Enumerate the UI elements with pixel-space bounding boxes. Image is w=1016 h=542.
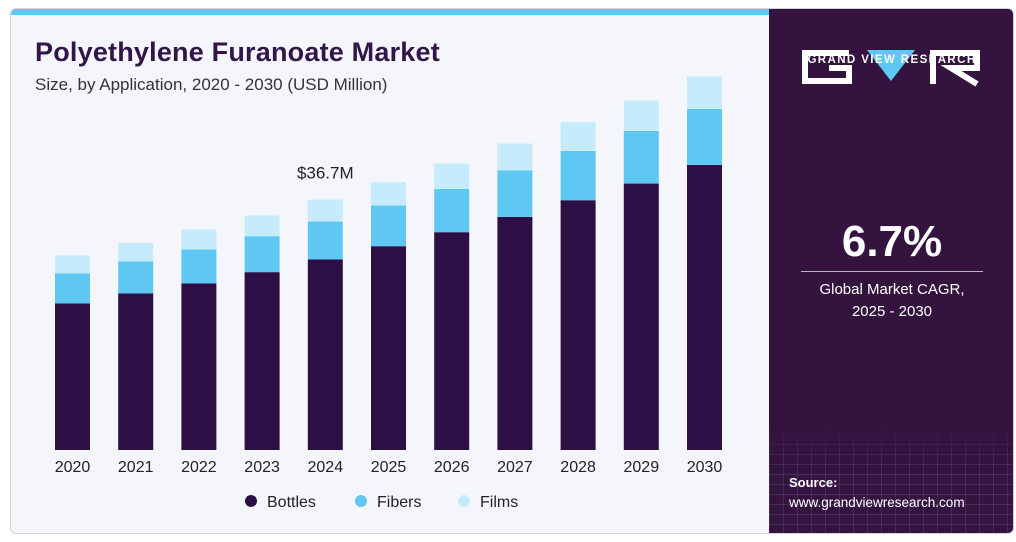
chart-panel: Polyethylene Furanoate Market Size, by A… bbox=[11, 9, 769, 533]
bar-bottles-2020 bbox=[55, 303, 90, 450]
bar-films-2029 bbox=[623, 100, 659, 131]
bar-films-2030 bbox=[687, 76, 722, 109]
legend-swatch bbox=[245, 495, 257, 507]
source-title: Source: bbox=[789, 475, 838, 490]
legend-item-fibers: Fibers bbox=[355, 494, 421, 511]
x-tick-label: 2024 bbox=[308, 459, 344, 476]
value-annotation: $36.7M bbox=[297, 164, 354, 183]
bar-bottles-2022 bbox=[181, 283, 217, 450]
cagr-label-line2: 2025 - 2030 bbox=[851, 303, 933, 320]
x-tick-label: 2021 bbox=[118, 459, 154, 476]
bar-fibers-2021 bbox=[118, 261, 154, 294]
chart-title: Polyethylene Furanoate Market bbox=[35, 37, 440, 67]
legend-swatch bbox=[355, 495, 367, 507]
legend-label: Films bbox=[480, 494, 518, 511]
x-tick-label: 2020 bbox=[55, 459, 91, 476]
bar-films-2026 bbox=[434, 163, 470, 189]
x-tick-label: 2022 bbox=[181, 459, 217, 476]
chart-subtitle: Size, by Application, 2020 - 2030 (USD M… bbox=[35, 75, 388, 94]
legend-item-bottles: Bottles bbox=[245, 494, 316, 511]
infographic-card: Polyethylene Furanoate Market Size, by A… bbox=[10, 8, 1014, 534]
bar-fibers-2026 bbox=[434, 188, 470, 233]
x-tick-label: 2030 bbox=[687, 459, 723, 476]
x-tick-label: 2028 bbox=[560, 459, 596, 476]
bar-fibers-2020 bbox=[55, 273, 90, 304]
bar-fibers-2027 bbox=[497, 170, 533, 217]
bar-fibers-2024 bbox=[307, 221, 343, 260]
x-tick-label: 2023 bbox=[244, 459, 280, 476]
bar-films-2028 bbox=[560, 122, 596, 151]
bar-fibers-2022 bbox=[181, 249, 217, 284]
grand-view-research-logo bbox=[802, 50, 980, 87]
cagr-label-line1: Global Market CAGR, bbox=[819, 281, 965, 298]
bar-bottles-2026 bbox=[434, 232, 470, 450]
bar-fibers-2029 bbox=[623, 130, 659, 184]
source-link[interactable]: www.grandviewresearch.com bbox=[789, 495, 965, 510]
cagr-divider bbox=[801, 271, 983, 272]
x-tick-label: 2029 bbox=[624, 459, 660, 476]
decorative-grid bbox=[769, 425, 1013, 533]
brand-name: GRAND VIEW RESEARCH bbox=[807, 54, 977, 66]
bar-films-2021 bbox=[118, 242, 154, 262]
bar-bottles-2030 bbox=[687, 164, 722, 450]
stacked-bar-chart: 2020 2021 2022 2023 2024 $36.7M 2025 2026 2027 20… bbox=[55, 76, 723, 511]
legend-label: Bottles bbox=[267, 494, 316, 511]
legend-item-films: Films bbox=[458, 494, 518, 511]
legend-swatch bbox=[458, 495, 470, 507]
bar-bottles-2025 bbox=[371, 246, 406, 450]
bar-films-2027 bbox=[497, 143, 533, 171]
bar-fibers-2028 bbox=[560, 150, 596, 201]
bar-films-2024 bbox=[307, 199, 343, 222]
x-tick-label: 2027 bbox=[497, 459, 533, 476]
cagr-value: 6.7% bbox=[841, 217, 943, 266]
bar-films-2020 bbox=[55, 255, 90, 274]
x-tick-label: 2025 bbox=[371, 459, 407, 476]
info-panel: GRAND VIEW RESEARCH 6.7% Global Market C… bbox=[769, 9, 1013, 533]
bar-fibers-2023 bbox=[244, 236, 280, 273]
cagr-label: Global Market CAGR, 2025 - 2030 bbox=[769, 279, 1013, 323]
bar-fibers-2025 bbox=[371, 205, 406, 247]
bar-films-2023 bbox=[244, 215, 280, 237]
bar-bottles-2028 bbox=[560, 200, 596, 450]
bar-fibers-2030 bbox=[687, 108, 722, 165]
bar-bottles-2029 bbox=[623, 183, 659, 451]
accent-bar bbox=[11, 9, 769, 15]
bar-bottles-2023 bbox=[244, 272, 280, 450]
bar-films-2022 bbox=[181, 229, 217, 250]
bar-films-2025 bbox=[371, 182, 406, 206]
x-tick-label: 2026 bbox=[434, 459, 470, 476]
bar-bottles-2024 bbox=[307, 259, 343, 450]
bar-bottles-2021 bbox=[118, 293, 154, 450]
legend-label: Fibers bbox=[377, 494, 421, 511]
bar-bottles-2027 bbox=[497, 216, 533, 450]
